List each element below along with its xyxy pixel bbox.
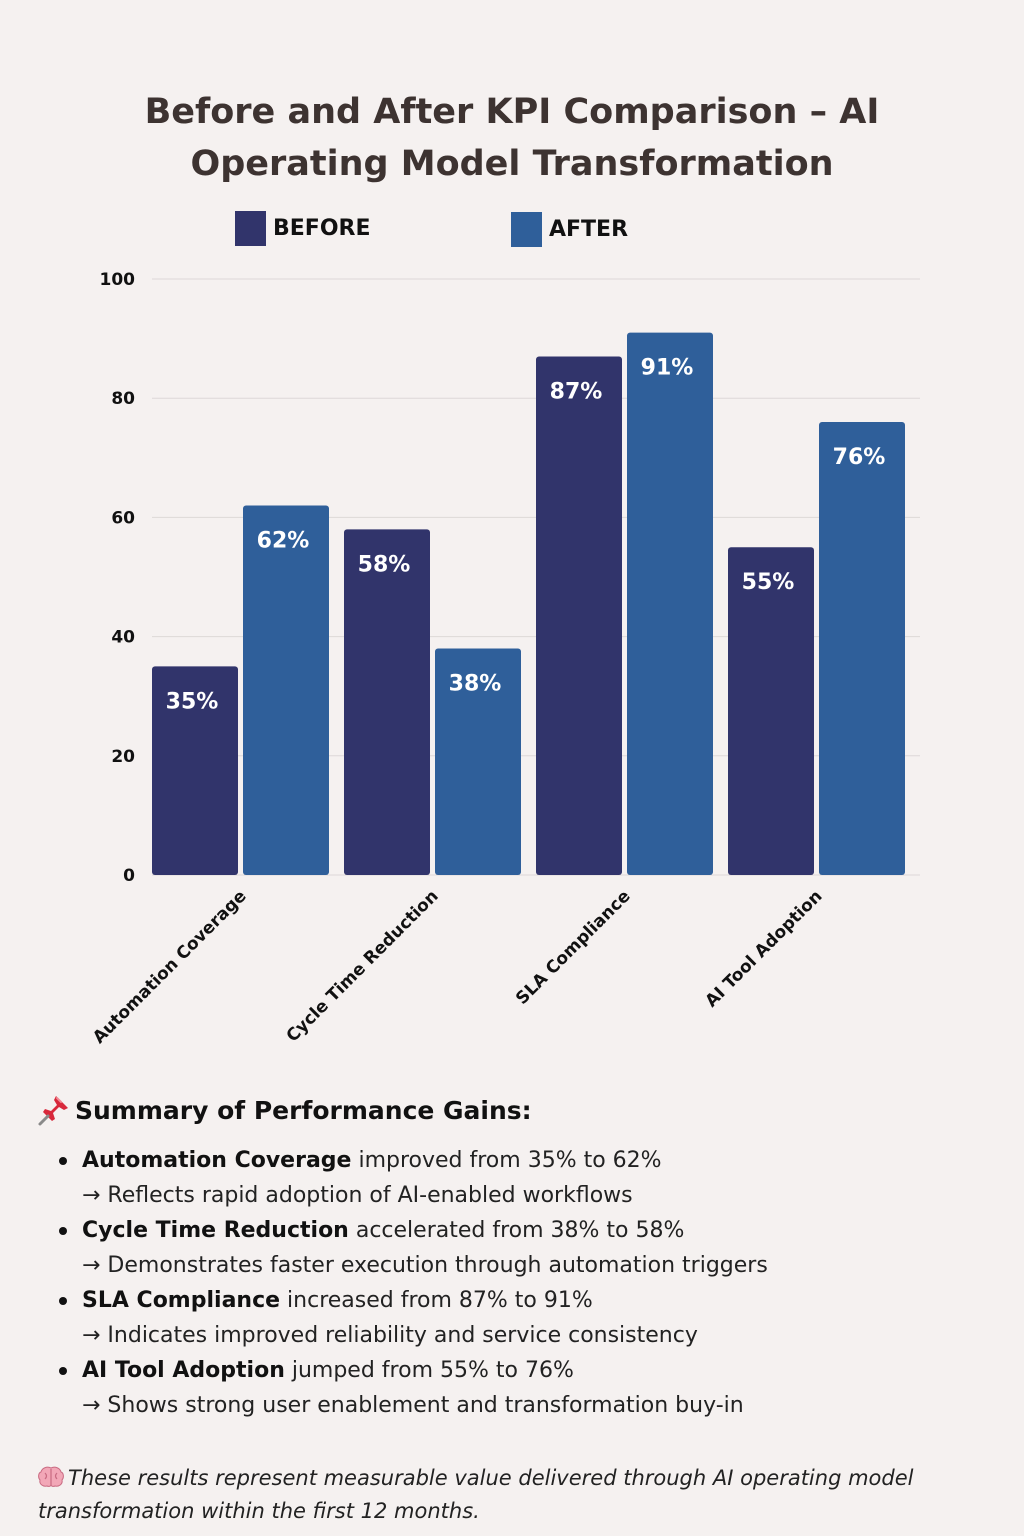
legend-after-label: AFTER: [549, 217, 629, 242]
summary-metric-text: improved from 35% to 62%: [351, 1148, 662, 1173]
summary-metric-note: → Shows strong user enablement and trans…: [82, 1393, 744, 1418]
legend-before-label: BEFORE: [273, 216, 371, 241]
x-axis-categories: Automation Coverage Cycle Time Reduction S…: [89, 886, 826, 1047]
summary-metric-name: Automation Coverage: [82, 1148, 352, 1173]
chart-title: Before and After KPI Comparison – AI Ope…: [144, 92, 880, 184]
bars: 35% 62% 58% 38% 87% 91% 55% 76%: [152, 332, 905, 876]
summary-metric-text: increased from 87% to 91%: [280, 1288, 593, 1313]
x-category-label: AI Tool Adoption: [702, 886, 827, 1011]
summary-metric-note: → Indicates improved reliability and ser…: [82, 1323, 698, 1348]
summary-metric-name: SLA Compliance: [82, 1288, 281, 1313]
summary-heading-text: Summary of Performance Gains:: [75, 1095, 532, 1125]
footer-note: These results represent measurable value…: [38, 1462, 1008, 1528]
summary-heading: Summary of Performance Gains:: [37, 1093, 997, 1127]
footer-text: These results represent measurable value…: [38, 1466, 914, 1523]
bar-value-label: 62%: [257, 528, 310, 553]
y-tick-label: 60: [111, 508, 135, 528]
bar-after-3: [627, 332, 713, 875]
legend-before: BEFORE: [235, 211, 371, 246]
y-tick-label: 100: [100, 270, 136, 290]
summary-item-sla-compliance: SLA Compliance increased from 87% to 91%…: [37, 1283, 997, 1353]
bar-before-4: [728, 547, 814, 875]
summary-metric-name: AI Tool Adoption: [82, 1358, 285, 1383]
y-tick-label: 80: [111, 389, 135, 409]
x-category-label: Automation Coverage: [89, 886, 250, 1047]
x-category-label: Cycle Time Reduction: [283, 886, 443, 1046]
y-tick-label: 20: [111, 747, 135, 767]
bar-value-label: 87%: [550, 379, 603, 404]
bar-chart: 0 20 40 60 80 100 35% 62% 58% 38% 87% 91% 55% 76% Au…: [89, 270, 920, 1048]
brain-icon: [38, 1466, 64, 1487]
y-tick-label: 0: [123, 866, 135, 886]
legend-after: AFTER: [511, 212, 628, 247]
bar-value-label: 91%: [641, 356, 694, 381]
bar-value-label: 35%: [166, 689, 219, 714]
summary-metric-text: jumped from 55% to 76%: [284, 1358, 574, 1383]
summary-item-automation-coverage: Automation Coverage improved from 35% to…: [37, 1143, 997, 1213]
y-tick-label: 40: [111, 628, 135, 648]
summary-section: Summary of Performance Gains: Automation…: [37, 1093, 997, 1423]
summary-list: Automation Coverage improved from 35% to…: [37, 1143, 997, 1423]
bar-value-label: 38%: [449, 672, 502, 697]
bar-after-1: [243, 505, 329, 875]
summary-metric-name: Cycle Time Reduction: [82, 1218, 349, 1243]
summary-item-cycle-time-reduction: Cycle Time Reduction accelerated from 38…: [37, 1213, 997, 1283]
bar-after-4: [819, 422, 905, 875]
bar-value-label: 58%: [358, 552, 411, 577]
bar-value-label: 76%: [833, 445, 886, 470]
x-category-label: SLA Compliance: [512, 886, 634, 1008]
summary-metric-note: → Demonstrates faster execution through …: [82, 1253, 768, 1278]
summary-metric-text: accelerated from 38% to 58%: [348, 1218, 685, 1243]
y-axis-ticks: 0 20 40 60 80 100: [100, 270, 136, 886]
bar-after-2: [435, 648, 521, 875]
legend-before-swatch: [235, 211, 266, 246]
bar-before-3: [536, 356, 622, 876]
bar-before-2: [344, 529, 430, 875]
summary-metric-note: → Reflects rapid adoption of AI-enabled …: [82, 1183, 633, 1208]
bar-value-label: 55%: [742, 570, 795, 595]
legend-after-swatch: [511, 212, 542, 247]
pushpin-icon: [38, 1096, 68, 1126]
summary-item-ai-tool-adoption: AI Tool Adoption jumped from 55% to 76% …: [37, 1353, 997, 1423]
bar-before-1: [152, 666, 238, 875]
